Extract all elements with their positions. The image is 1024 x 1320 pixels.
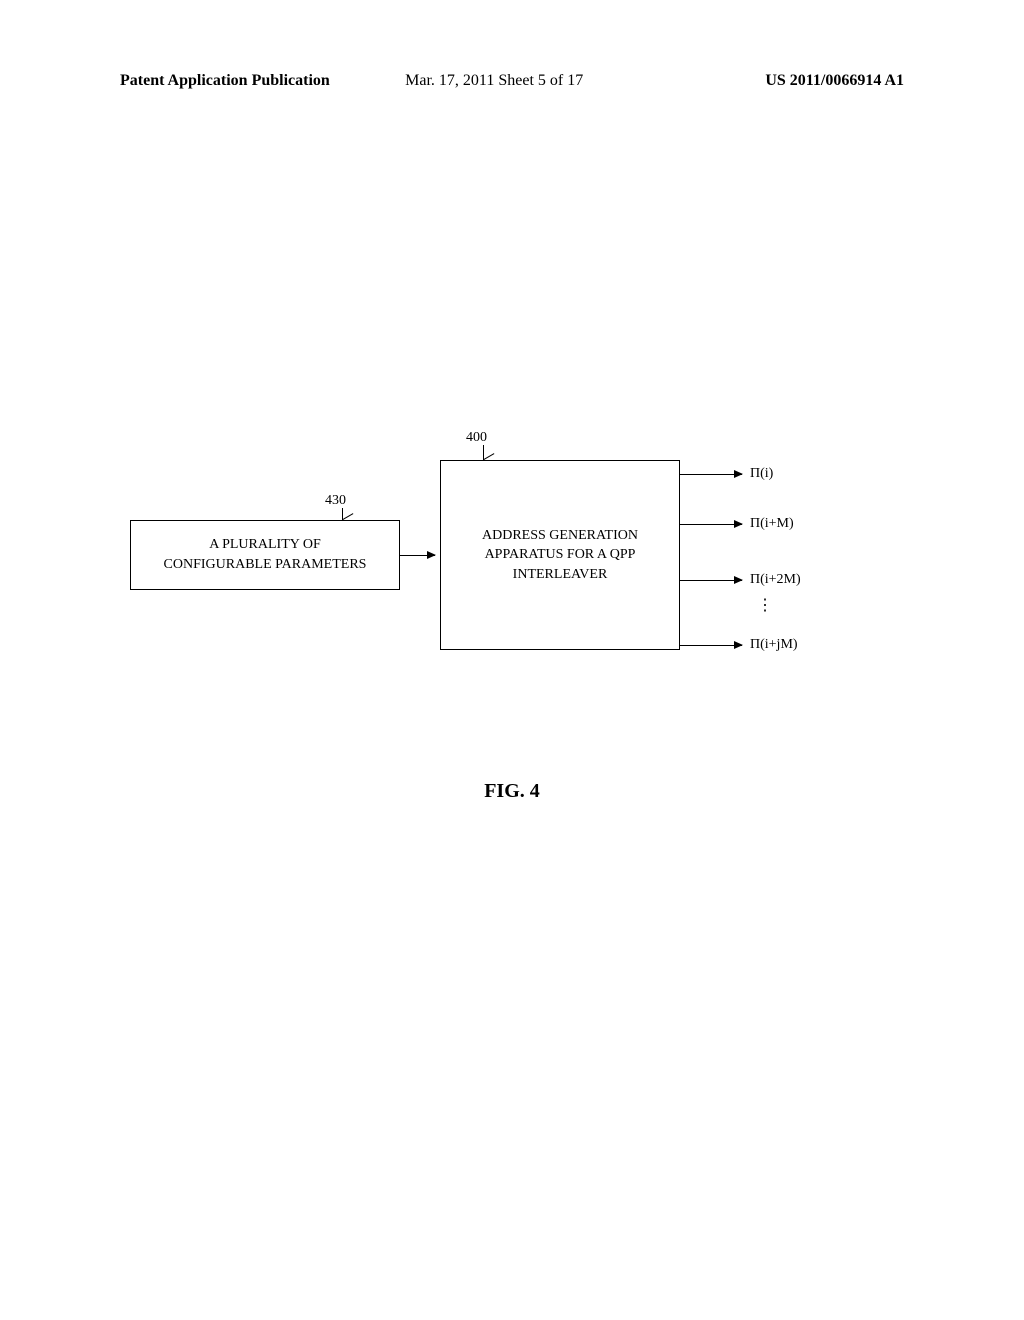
figure-caption: FIG. 4	[0, 780, 1024, 803]
output-label-1: Π(i)	[750, 466, 773, 482]
reference-label-400: 400	[466, 430, 487, 446]
vertical-dots: ⋮	[757, 602, 773, 610]
reference-label-430: 430	[325, 493, 346, 509]
header-publication-number: US 2011/0066914 A1	[765, 72, 904, 90]
block-diagram: 430 400 A PLURALITY OF CONFIGURABLE PARA…	[0, 420, 1024, 720]
output-arrow-3	[680, 580, 742, 581]
parameters-box: A PLURALITY OF CONFIGURABLE PARAMETERS	[130, 520, 400, 590]
output-arrow-4	[680, 645, 742, 646]
output-label-2: Π(i+M)	[750, 516, 794, 532]
output-arrow-1	[680, 474, 742, 475]
arrow-params-to-generator	[400, 555, 435, 556]
reference-tick-400	[483, 445, 497, 460]
parameters-box-text: A PLURALITY OF CONFIGURABLE PARAMETERS	[164, 535, 367, 574]
page-header: Patent Application Publication Mar. 17, …	[0, 72, 1024, 90]
output-label-4: Π(i+jM)	[750, 637, 798, 653]
address-generator-box: ADDRESS GENERATION APPARATUS FOR A QPP I…	[440, 460, 680, 650]
output-label-3: Π(i+2M)	[750, 572, 801, 588]
address-generator-text: ADDRESS GENERATION APPARATUS FOR A QPP I…	[482, 526, 638, 585]
output-arrow-2	[680, 524, 742, 525]
header-publication: Patent Application Publication	[120, 72, 330, 90]
header-date-sheet: Mar. 17, 2011 Sheet 5 of 17	[405, 72, 583, 90]
reference-tick-430	[342, 508, 356, 520]
